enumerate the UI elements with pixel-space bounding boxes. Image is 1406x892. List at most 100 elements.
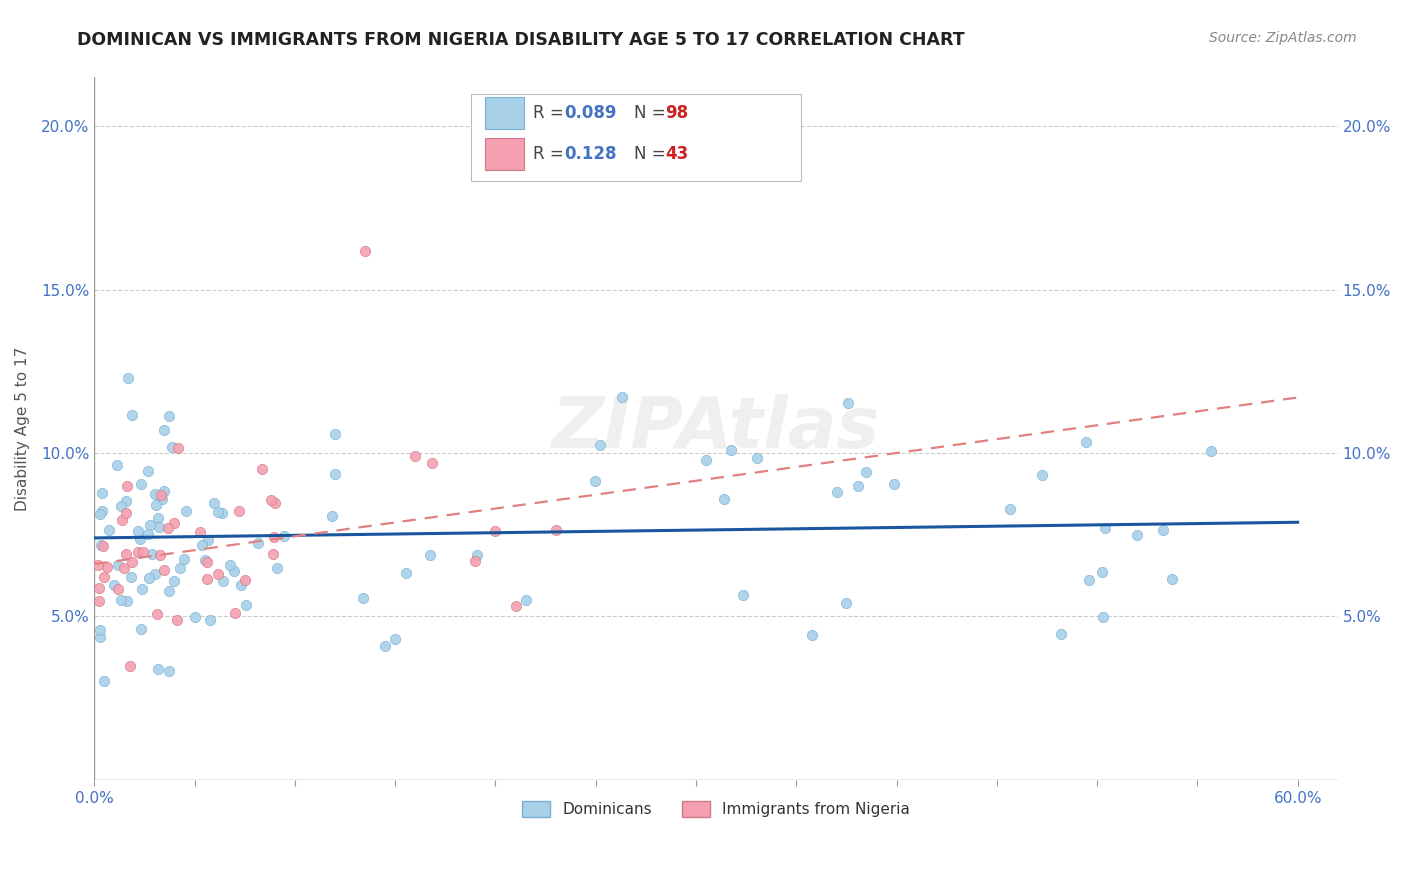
Point [90, 486, 112, 500]
Point [321, 509, 343, 524]
Point [149, 548, 172, 562]
Point [146, 607, 169, 621]
Point [212, 574, 235, 588]
Point [198, 613, 221, 627]
Point [231, 578, 253, 592]
Point [149, 488, 172, 502]
Point [112, 561, 135, 575]
Point [610, 390, 633, 404]
Point [1091, 565, 1114, 579]
Point [146, 511, 169, 525]
Point [96, 559, 118, 574]
Text: 98: 98 [665, 104, 688, 122]
Point [107, 558, 129, 573]
Point [195, 555, 218, 569]
Point [150, 492, 173, 507]
Point [103, 578, 125, 592]
Point [117, 371, 139, 385]
Point [89, 630, 111, 644]
Point [224, 606, 246, 620]
Point [505, 599, 527, 613]
Point [120, 659, 142, 673]
Point [1074, 434, 1097, 449]
Point [166, 442, 188, 456]
Point [384, 632, 406, 646]
Point [695, 453, 717, 467]
Point [129, 477, 152, 491]
Point [145, 498, 167, 512]
Legend: Dominicans, Immigrants from Nigeria: Dominicans, Immigrants from Nigeria [515, 793, 918, 824]
Point [93, 674, 115, 689]
Point [121, 555, 143, 569]
Point [422, 456, 444, 470]
Point [837, 396, 859, 410]
Point [273, 529, 295, 543]
Point [120, 570, 142, 584]
Text: 43: 43 [665, 145, 689, 163]
Point [325, 467, 347, 481]
Point [1199, 443, 1222, 458]
Point [148, 662, 170, 676]
Point [589, 437, 612, 451]
Point [90, 538, 112, 552]
Point [250, 462, 273, 476]
Point [114, 494, 136, 508]
Point [110, 499, 132, 513]
Point [263, 530, 285, 544]
Point [800, 628, 823, 642]
Point [148, 520, 170, 534]
Point [188, 525, 211, 540]
Point [143, 566, 166, 581]
Point [87, 581, 110, 595]
Point [136, 526, 159, 541]
Point [131, 582, 153, 596]
Point [855, 465, 877, 479]
Point [87, 593, 110, 607]
Text: DOMINICAN VS IMMIGRANTS FROM NIGERIA DISABILITY AGE 5 TO 17 CORRELATION CHART: DOMINICAN VS IMMIGRANTS FROM NIGERIA DIS… [77, 31, 965, 49]
Point [127, 524, 149, 538]
Point [1152, 523, 1174, 537]
Point [998, 502, 1021, 516]
Point [91, 540, 114, 554]
Point [1125, 528, 1147, 542]
Point [173, 552, 195, 566]
Point [139, 518, 162, 533]
Point [160, 440, 183, 454]
Point [163, 574, 186, 588]
Point [176, 504, 198, 518]
Point [1091, 609, 1114, 624]
Point [354, 244, 377, 258]
Point [846, 479, 869, 493]
Point [143, 487, 166, 501]
Point [110, 592, 132, 607]
Point [323, 427, 346, 442]
Point [87, 558, 110, 572]
Point [153, 484, 176, 499]
Text: 0.089: 0.089 [564, 104, 616, 122]
Point [747, 450, 769, 465]
Point [464, 554, 486, 568]
Text: ZIPAtlas: ZIPAtlas [551, 394, 880, 463]
Point [1031, 467, 1053, 482]
Point [111, 513, 134, 527]
Point [117, 479, 139, 493]
Point [163, 516, 186, 530]
Point [544, 523, 567, 537]
Point [404, 449, 426, 463]
Point [352, 591, 374, 605]
Point [89, 507, 111, 521]
Text: N =: N = [634, 104, 671, 122]
Point [835, 597, 858, 611]
Point [1077, 573, 1099, 587]
Point [169, 560, 191, 574]
Point [515, 593, 537, 607]
Text: R =: R = [533, 104, 569, 122]
Point [89, 624, 111, 638]
Point [207, 566, 229, 581]
Point [153, 423, 176, 437]
Y-axis label: Disability Age 5 to 17: Disability Age 5 to 17 [15, 346, 30, 510]
Point [194, 552, 217, 566]
Point [374, 639, 396, 653]
Point [153, 564, 176, 578]
Point [1049, 627, 1071, 641]
